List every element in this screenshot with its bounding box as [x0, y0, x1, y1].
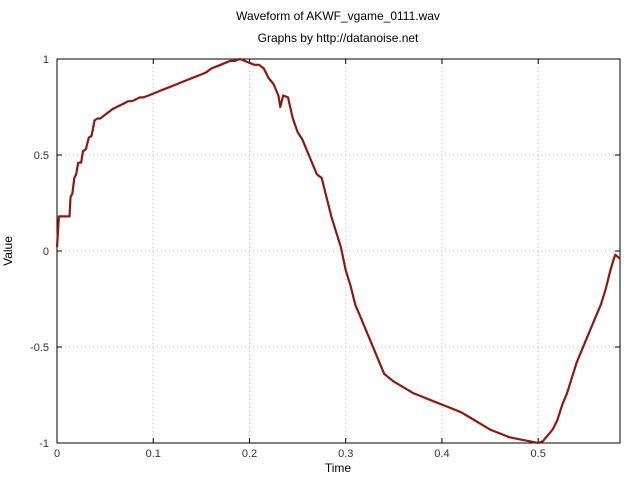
y-axis-label: Value: [1, 236, 15, 266]
x-tick-label: 0.2: [242, 448, 257, 460]
x-axis-label: Time: [325, 461, 352, 475]
x-tick-label: 0.5: [531, 448, 546, 460]
series-line-waveform: [55, 57, 621, 445]
chart-subtitle: Graphs by http://datanoise.net: [258, 31, 419, 45]
y-tick-label: -0.5: [30, 342, 49, 354]
y-tick-label: -1: [39, 438, 49, 450]
y-tick-label: 0: [43, 246, 49, 258]
x-tick-label: 0: [54, 448, 60, 460]
x-tick-label: 0.4: [434, 448, 449, 460]
grid-lines: [56, 58, 620, 444]
y-tick-label: 1: [43, 54, 49, 66]
tick-labels: 0 0.1 0.2 0.3 0.4 0.5 1 0.5 0 -0.5 -1: [30, 54, 546, 460]
x-tick-label: 0.1: [146, 448, 161, 460]
x-tick-label: 0.3: [338, 448, 353, 460]
chart-title: Waveform of AKWF_vgame_0111.wav: [236, 9, 440, 23]
y-tick-label: 0.5: [34, 150, 49, 162]
